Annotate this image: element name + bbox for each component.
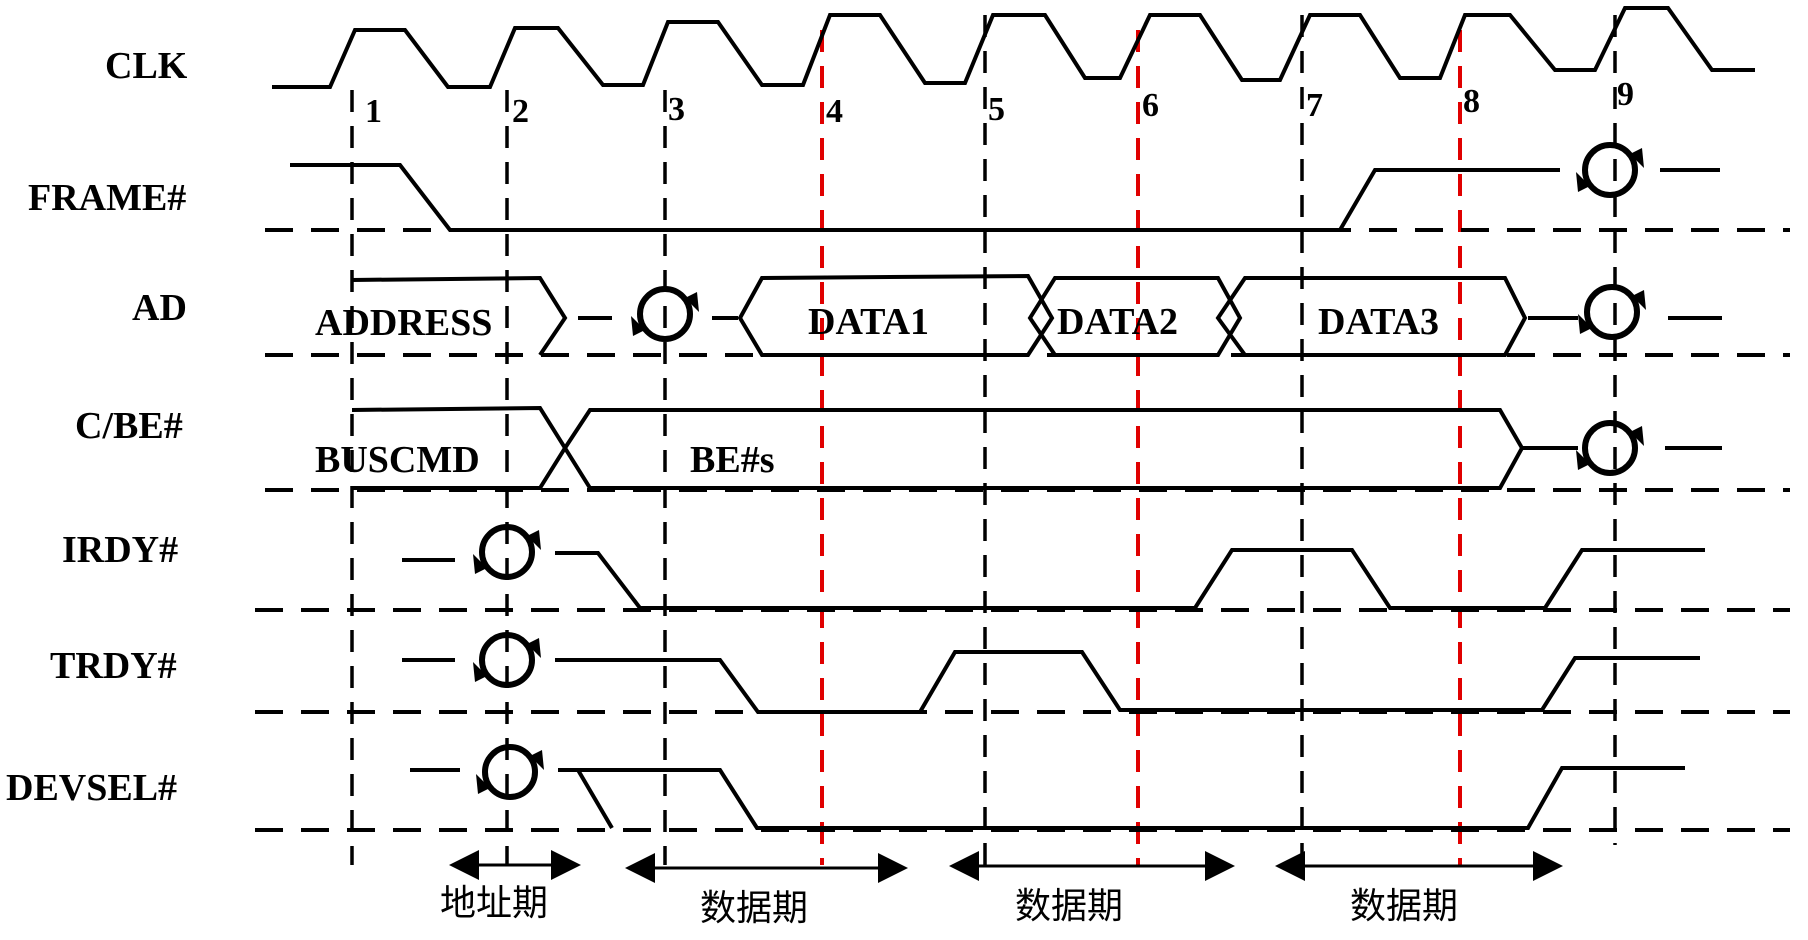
ad-address-cell xyxy=(351,275,568,357)
signal-names: CLK FRAME# AD C/BE# IRDY# TRDY# DEVSEL# xyxy=(6,45,188,809)
phase-arrows xyxy=(449,850,1563,883)
ad-address-label: ADDRESS xyxy=(315,302,492,344)
turnaround-icon xyxy=(1576,145,1644,195)
signal-name-trdy: TRDY# xyxy=(50,645,177,687)
phase-label-data-3: 数据期 xyxy=(1350,886,1458,927)
ad-data1-cell xyxy=(737,273,1055,357)
ad-data2-cell xyxy=(1027,276,1243,357)
ad-data1-label: DATA1 xyxy=(808,301,929,343)
clock-numbers: 1 2 3 4 5 6 7 8 9 xyxy=(365,76,1634,130)
frame-waveform xyxy=(290,163,1560,232)
ad-data3-label: DATA3 xyxy=(1318,301,1439,343)
signal-name-frame: FRAME# xyxy=(28,177,186,219)
trdy-waveform xyxy=(555,650,1700,714)
devsel-waveform-medium xyxy=(576,768,614,830)
signal-name-ad: AD xyxy=(132,287,187,329)
clock-number-7: 7 xyxy=(1306,87,1323,124)
turnaround-icon xyxy=(1578,287,1646,337)
phase-labels: 地址期 数据期 数据期 数据期 xyxy=(440,883,1458,929)
signal-name-devsel: DEVSEL# xyxy=(6,767,177,809)
irdy-waveform xyxy=(555,548,1705,610)
devsel-waveform-fast xyxy=(558,766,1685,830)
phase-label-data-1: 数据期 xyxy=(700,888,808,929)
signal-name-cbe: C/BE# xyxy=(75,405,183,447)
clock-number-3: 3 xyxy=(668,91,685,128)
frame-row xyxy=(265,145,1790,232)
clock-number-4: 4 xyxy=(826,93,843,130)
irdy-row xyxy=(255,527,1790,612)
ad-data3-cell xyxy=(1215,276,1528,357)
ad-row: ADDRESS DATA1 DATA2 DATA3 xyxy=(265,273,1790,357)
cbe-buscmd-label: BUSCMD xyxy=(315,439,480,481)
clk-waveform xyxy=(272,6,1755,89)
signal-name-clk: CLK xyxy=(105,45,188,87)
phase-label-address: 地址期 xyxy=(440,883,548,924)
clock-number-8: 8 xyxy=(1463,83,1480,120)
cbe-row: BUSCMD BE#s xyxy=(265,405,1790,492)
clock-number-2: 2 xyxy=(512,93,529,130)
clock-number-5: 5 xyxy=(988,91,1005,128)
trdy-row xyxy=(255,635,1790,714)
phase-label-data-2: 数据期 xyxy=(1015,886,1123,927)
cbe-bes-label: BE#s xyxy=(690,439,774,481)
clock-number-6: 6 xyxy=(1142,87,1159,124)
clock-edge-lines xyxy=(350,15,1617,865)
turnaround-icon xyxy=(1576,423,1644,473)
clock-number-1: 1 xyxy=(365,93,382,130)
turnaround-icon xyxy=(476,747,544,797)
ad-data2-label: DATA2 xyxy=(1057,301,1178,343)
signal-name-irdy: IRDY# xyxy=(62,529,178,571)
clock-number-9: 9 xyxy=(1617,76,1634,113)
devsel-row xyxy=(255,747,1790,832)
